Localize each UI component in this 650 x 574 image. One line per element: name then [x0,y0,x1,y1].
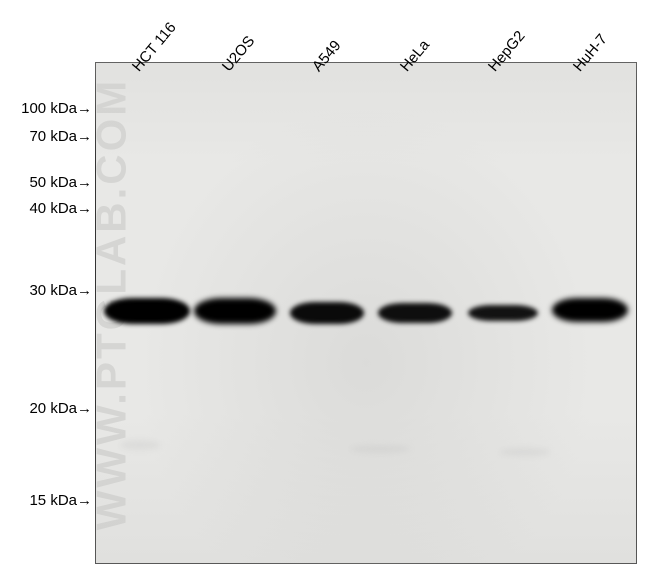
protein-band [290,302,364,324]
protein-band [468,305,538,321]
mw-marker-label: 15 kDa→ [29,492,92,509]
protein-band [552,298,628,322]
western-blot-figure: WWW.PTGLAB.COM HCT 116U2OSA549HeLaHepG2H… [0,0,650,574]
mw-marker-label: 50 kDa→ [29,174,92,191]
mw-marker-label: 40 kDa→ [29,200,92,217]
mw-marker-label: 20 kDa→ [29,400,92,417]
mw-marker-label: 70 kDa→ [29,128,92,145]
mw-marker-label: 30 kDa→ [29,282,92,299]
protein-band [104,298,190,324]
blot-artifact [120,440,160,450]
blot-artifact [500,448,550,456]
mw-marker-label: 100 kDa→ [21,100,92,117]
protein-band [378,303,452,323]
protein-band [194,298,276,324]
blot-artifact [350,445,410,453]
